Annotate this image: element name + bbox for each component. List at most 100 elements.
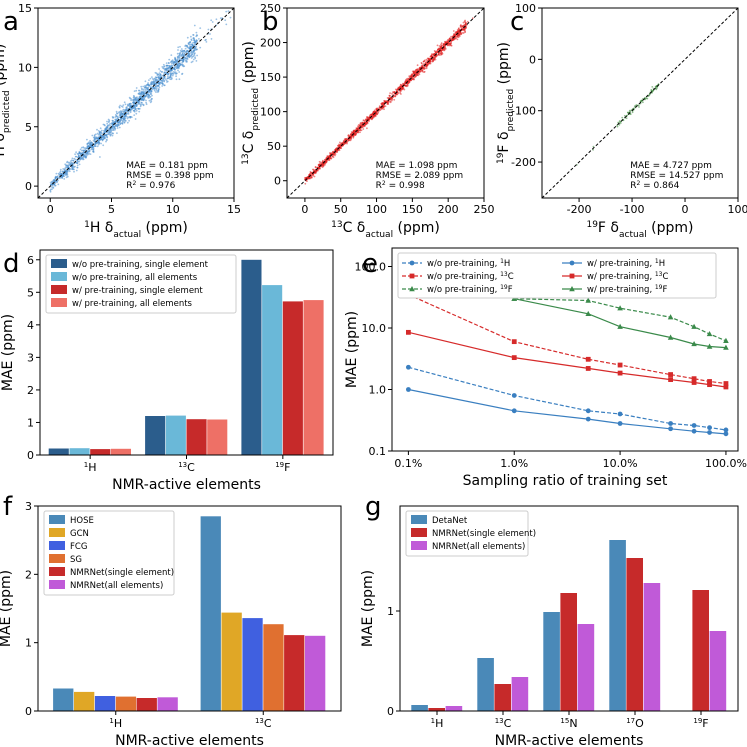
data-point (707, 382, 712, 388)
data-point (106, 125, 109, 127)
x-tick-label-sup: 1 (109, 717, 113, 725)
data-point (460, 24, 462, 26)
data-point (167, 73, 170, 75)
data-point (422, 60, 425, 63)
x-axis-label-main: F δ (598, 220, 619, 236)
data-point (136, 98, 139, 101)
data-point (50, 186, 52, 188)
data-point (70, 166, 73, 169)
y-axis-label: MAE (ppm) (0, 314, 16, 391)
x-tick-label-main: H (435, 717, 443, 730)
data-point (86, 145, 89, 148)
data-point (406, 82, 409, 85)
data-point (105, 134, 108, 137)
data-point (149, 86, 152, 88)
data-point (123, 109, 126, 111)
data-point (211, 21, 214, 23)
series-1 (405, 292, 729, 386)
bar-1H-0 (411, 705, 428, 711)
data-point (107, 121, 110, 123)
data-point (76, 166, 79, 169)
data-point (165, 62, 168, 64)
legend-entry: NMRNet(all elements) (432, 542, 525, 552)
data-point (389, 92, 391, 94)
data-point (196, 54, 199, 57)
data-point (160, 82, 163, 85)
data-point (421, 64, 424, 67)
data-point (104, 127, 107, 130)
legend-swatch (49, 515, 65, 524)
data-point (191, 45, 193, 48)
data-point (340, 147, 343, 150)
data-point (163, 69, 166, 71)
legend: HOSE GCN FCG SG NMRNet(single element) NMRNet… (43, 510, 175, 596)
data-point (143, 90, 146, 93)
data-point (63, 168, 66, 171)
data-point (450, 40, 453, 43)
data-point (174, 61, 177, 64)
series-4 (405, 329, 729, 390)
data-point (668, 426, 673, 432)
bar-13C-5 (305, 635, 326, 711)
data-point (63, 178, 66, 180)
data-point (169, 73, 172, 76)
data-point (170, 65, 173, 67)
data-point (629, 110, 632, 113)
data-point (79, 148, 82, 151)
x-tick-label: 15 (227, 203, 241, 216)
data-point (112, 129, 115, 132)
data-point (617, 421, 623, 426)
data-point (119, 119, 122, 122)
data-point (457, 36, 460, 39)
data-point (691, 340, 697, 347)
data-point (176, 72, 178, 75)
data-point (391, 91, 394, 93)
series-5 (511, 295, 729, 350)
data-point (370, 114, 372, 116)
data-point (121, 123, 124, 125)
bar-19F-1 (692, 590, 709, 711)
legend-entry-sup: 19 (500, 284, 508, 291)
stat-r2-sup: 2 (132, 180, 136, 187)
reference-line-y-equals-x (286, 7, 485, 199)
data-point (634, 104, 637, 107)
data-point (183, 50, 186, 52)
legend-entry-base: w/o pre-training, (427, 285, 500, 295)
data-point (173, 70, 175, 73)
data-point (158, 77, 161, 80)
data-point (642, 101, 644, 104)
data-point (87, 142, 90, 145)
data-point (50, 180, 53, 183)
data-point (138, 100, 141, 103)
data-point (181, 64, 184, 67)
bar-13C-0 (477, 658, 494, 711)
data-point (455, 32, 458, 34)
data-point (618, 120, 621, 122)
data-point (164, 75, 167, 78)
data-point (448, 37, 451, 40)
x-tick-label: 13C (178, 461, 195, 474)
data-point (314, 166, 317, 169)
bar-19F-1 (262, 285, 283, 455)
data-point (186, 58, 189, 60)
bar-13C-1 (165, 415, 186, 455)
data-point (96, 145, 99, 148)
data-point (195, 31, 198, 34)
x-axis-label-unit: (ppm) (393, 220, 440, 236)
data-point (192, 34, 195, 36)
data-point (177, 57, 180, 59)
data-point (181, 59, 183, 61)
data-point (122, 117, 125, 120)
axes-frame (399, 505, 739, 712)
legend-swatch (51, 285, 67, 294)
data-point (430, 55, 433, 58)
data-point (366, 116, 368, 118)
data-point (89, 143, 91, 146)
bar-1H-2 (90, 449, 111, 455)
x-tick-label-main: C (504, 717, 512, 730)
data-point (707, 379, 712, 384)
data-point (176, 52, 179, 55)
data-point (463, 24, 465, 27)
